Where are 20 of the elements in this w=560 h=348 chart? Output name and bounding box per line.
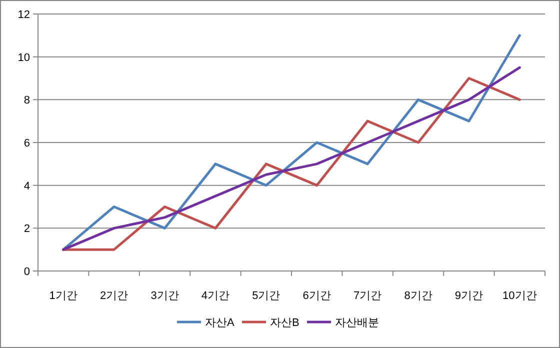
y-tick: 0 <box>24 266 30 278</box>
y-tick: 10 <box>18 52 30 64</box>
legend: 자산배분 <box>335 317 379 329</box>
x-tick: 9기간 <box>454 290 484 302</box>
y-tick: 12 <box>18 9 30 21</box>
y-tick: 4 <box>24 180 30 192</box>
x-tick: 3기간 <box>150 290 179 302</box>
x-tick: 1기간 <box>49 290 78 302</box>
x-tick: 6기간 <box>302 290 331 302</box>
x-tick: 7기간 <box>353 290 382 302</box>
y-tick: 2 <box>24 223 30 236</box>
x-tick: 10기간 <box>502 290 537 302</box>
y-tick: 8 <box>24 94 30 107</box>
x-tick: 8기간 <box>404 290 432 302</box>
legend: 자산B <box>270 317 300 329</box>
x-tick: 2기간 <box>100 290 128 302</box>
x-tick: 5기간 <box>252 290 280 302</box>
x-tick: 4기간 <box>201 290 230 302</box>
y-tick: 6 <box>24 138 30 150</box>
legend: 자산A <box>205 317 234 329</box>
